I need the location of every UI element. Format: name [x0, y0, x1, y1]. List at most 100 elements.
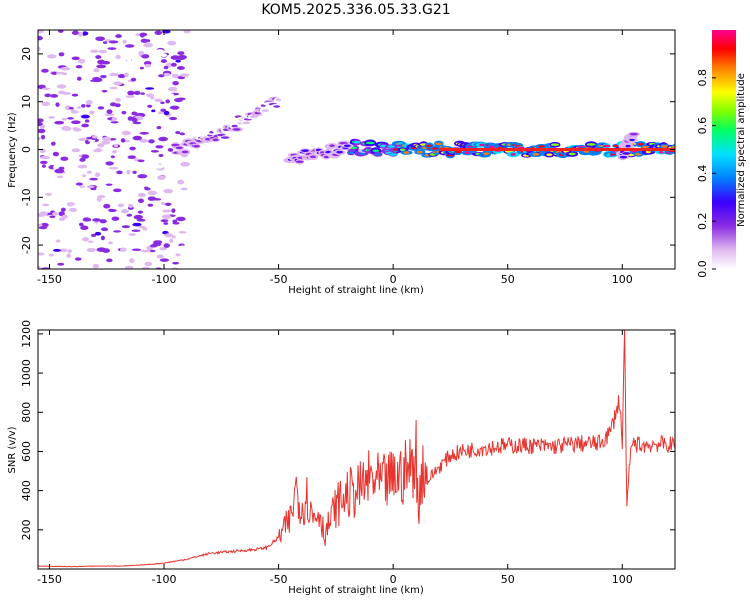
spectrogram-cell	[403, 151, 410, 154]
spectrogram-speckle	[104, 113, 115, 117]
spectrogram-speckle	[95, 36, 106, 42]
spectrogram-cell	[546, 153, 553, 156]
spectrogram-cell	[181, 150, 189, 154]
spectrogram-speckle	[138, 50, 145, 56]
spectrogram-cell	[431, 147, 439, 150]
spectrogram-speckle	[121, 130, 131, 136]
spectrogram-speckle	[112, 149, 118, 154]
spectrogram-speckle	[158, 153, 164, 158]
spectrogram-cell	[319, 151, 326, 154]
spectrogram-speckle	[145, 255, 152, 258]
spectrogram-cell	[510, 153, 516, 156]
spectrogram-speckle	[71, 56, 80, 61]
spectrogram-speckle	[122, 39, 127, 44]
spectrogram-speckle	[115, 54, 121, 60]
spectrogram-speckle	[73, 110, 79, 114]
spectrogram-speckle	[158, 181, 164, 186]
spectrogram-speckle	[57, 30, 64, 33]
spectrogram-speckle	[106, 258, 113, 263]
spectrogram-speckle	[110, 120, 119, 124]
spectrogram-speckle	[54, 168, 65, 174]
spectrogram-speckle	[39, 211, 48, 216]
spectrogram-speckle	[51, 71, 58, 75]
spectrogram-speckle	[47, 54, 57, 59]
spectrogram-speckle	[40, 247, 45, 252]
spectrogram-speckle	[92, 76, 101, 81]
spectrogram-speckle	[95, 172, 101, 178]
spectrogram-speckle	[150, 129, 157, 134]
spectrogram-speckle	[100, 227, 109, 232]
spectrogram-cell	[629, 138, 635, 142]
spectrogram-speckle	[170, 62, 177, 67]
spectrogram-speckle	[154, 98, 163, 102]
spectrogram-speckle	[113, 143, 119, 148]
spectrogram-speckle	[171, 235, 176, 239]
spectrogram-speckle	[118, 124, 124, 130]
spectrogram-speckle	[150, 149, 159, 153]
spectrogram-speckle	[107, 213, 112, 217]
spectrogram-speckle	[108, 241, 113, 245]
spectrogram-speckle	[146, 93, 154, 98]
spectrogram-speckle	[158, 111, 164, 115]
spectrogram-cell	[323, 155, 329, 159]
spectrogram-speckle	[92, 218, 101, 222]
spectrogram-speckle	[127, 203, 134, 208]
spectrogram-speckle	[131, 117, 138, 123]
spectrogram-speckle	[172, 261, 180, 265]
spectrogram-speckle	[96, 64, 107, 69]
spectrogram-speckle	[38, 30, 44, 34]
spectrogram-cell	[568, 152, 576, 156]
spectrogram-speckle	[180, 161, 191, 167]
bot-x-tick-label: -100	[152, 573, 177, 586]
spectrogram-speckle	[38, 121, 43, 127]
spectrogram-cell	[261, 109, 270, 112]
spectrogram-speckle	[96, 197, 102, 202]
spectrogram-speckle	[58, 52, 65, 57]
spectrogram-speckle	[60, 207, 66, 212]
bot-x-tick-label: 50	[501, 573, 515, 586]
spectrogram-speckle	[139, 139, 149, 143]
spectrogram-speckle	[131, 248, 142, 251]
spectrogram-speckle	[139, 66, 144, 70]
spectrogram-speckle	[89, 110, 95, 115]
spectrogram-speckle	[61, 117, 67, 121]
spectrogram-speckle	[161, 30, 171, 34]
spectrogram-speckle	[176, 57, 186, 60]
spectrogram-speckle	[62, 126, 72, 131]
spectrogram-speckle	[147, 196, 157, 201]
spectrogram-speckle	[78, 246, 86, 250]
spectrogram-speckle	[137, 98, 147, 101]
spectrogram-speckle	[78, 137, 87, 142]
spectrogram-speckle	[163, 222, 169, 225]
spectrogram-speckle	[74, 257, 82, 261]
spectrogram-speckle	[71, 120, 81, 125]
spectrogram-speckle	[161, 214, 172, 220]
spectrogram-speckle	[38, 46, 41, 52]
spectrogram-speckle	[67, 117, 74, 120]
spectrogram-cell	[464, 151, 471, 155]
top-x-tick-label: 0	[390, 273, 397, 286]
spectrogram-speckle	[64, 132, 74, 137]
spectrogram-speckle	[38, 118, 44, 123]
spectrogram-speckle	[38, 223, 43, 227]
spectrogram-speckle	[49, 215, 56, 218]
bot-y-tick-label: 200	[20, 519, 33, 540]
spectrogram-speckle	[38, 136, 41, 141]
spectrogram-speckle	[144, 63, 151, 68]
spectrogram-speckle	[160, 53, 167, 58]
spectrogram-speckle	[61, 214, 68, 219]
spectrogram-speckle	[127, 71, 137, 75]
spectrogram-speckle	[137, 192, 146, 198]
spectrogram-speckle	[142, 147, 147, 153]
spectrogram-speckle	[175, 216, 186, 222]
spectrogram-speckle	[179, 132, 186, 136]
spectrogram-cell	[671, 145, 675, 149]
spectrogram-speckle	[183, 30, 191, 34]
spectrogram-speckle	[105, 161, 114, 166]
spectrogram-cell	[454, 150, 462, 154]
spectrogram-speckle	[97, 59, 106, 65]
spectrogram-speckle	[141, 54, 150, 59]
spectrogram-speckle	[171, 208, 176, 213]
spectrogram-speckle	[71, 30, 79, 36]
spectrogram-cell	[309, 155, 317, 159]
